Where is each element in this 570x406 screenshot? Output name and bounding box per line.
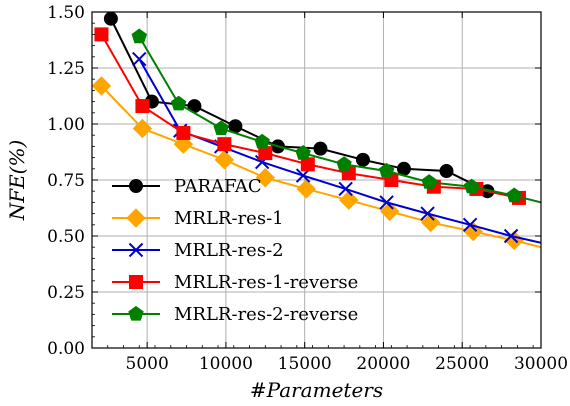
data-point — [103, 12, 118, 26]
legend-item: MRLR-res-1-reverse — [112, 272, 358, 293]
data-point — [463, 178, 480, 194]
legend-label: MRLR-res-1 — [174, 208, 284, 229]
data-point — [132, 51, 147, 67]
data-point — [132, 118, 153, 139]
series-mrlr-res-2-reverse — [131, 28, 541, 204]
data-point — [295, 145, 311, 160]
y-tick-label: 0.50 — [47, 227, 85, 247]
data-point — [338, 181, 353, 197]
data-point — [503, 228, 519, 244]
x-tick-label: 20000 — [356, 354, 410, 374]
series-mrlr-res-2 — [132, 51, 541, 244]
legend-label: MRLR-res-2 — [174, 240, 284, 261]
x-tick-label: 25000 — [435, 354, 489, 374]
y-axis-label: NFE(%) — [5, 140, 29, 222]
legend-marker — [126, 208, 146, 228]
legend: PARAFAC MRLR-res-1 MRLR-res-2 MRLR-res-1-re… — [112, 176, 358, 325]
x-tick-label: 10000 — [199, 354, 253, 374]
legend-label: MRLR-res-1-reverse — [174, 272, 358, 293]
data-point — [92, 76, 112, 96]
x-tick-label: 30000 — [514, 354, 568, 374]
data-point — [214, 150, 235, 170]
data-point — [135, 99, 150, 114]
series-line — [110, 18, 488, 193]
data-point — [258, 146, 273, 161]
y-tick-label: 0.75 — [47, 171, 85, 191]
data-point — [176, 125, 191, 140]
legend-item: PARAFAC — [112, 176, 262, 197]
data-point — [379, 195, 394, 210]
data-point — [378, 162, 395, 178]
data-point — [300, 157, 315, 172]
data-point — [421, 212, 441, 233]
legend-item: MRLR-res-1 — [112, 208, 284, 229]
x-tick-label: 5000 — [126, 354, 169, 374]
data-point — [396, 161, 411, 176]
data-point — [506, 187, 522, 203]
data-point — [355, 152, 370, 167]
data-point — [421, 174, 437, 189]
data-point — [94, 27, 109, 42]
data-point — [296, 179, 316, 199]
legend-marker — [128, 242, 144, 258]
series-parafac — [103, 12, 495, 199]
data-point — [380, 201, 400, 222]
legend-marker — [129, 275, 143, 289]
legend-item: MRLR-res-2 — [112, 240, 284, 261]
y-tick-label: 1.50 — [47, 3, 85, 23]
data-point — [462, 217, 478, 233]
series-layer — [92, 12, 541, 251]
legend-label: PARAFAC — [174, 176, 262, 197]
data-point — [420, 206, 435, 221]
y-tick-label: 0.25 — [47, 283, 85, 303]
series-mrlr-res-1 — [92, 76, 541, 251]
legend-marker — [129, 179, 143, 193]
data-point — [170, 95, 187, 111]
series-line — [100, 33, 520, 199]
y-tick-label: 1.00 — [47, 115, 85, 135]
data-point — [254, 133, 270, 149]
data-point — [131, 28, 147, 44]
data-point — [439, 164, 454, 179]
legend-marker — [128, 305, 144, 321]
data-point — [336, 156, 352, 171]
ticks: 5000 10000 15000 20000 25000 30000 0.00 0.25 0.5… — [47, 3, 568, 374]
y-tick-label: 0.00 — [47, 339, 85, 359]
data-point — [217, 137, 232, 152]
data-point — [313, 141, 328, 156]
x-axis-label: #Parameters — [250, 378, 383, 402]
legend-item: MRLR-res-2-reverse — [112, 304, 358, 325]
y-tick-label: 1.25 — [47, 59, 85, 79]
data-point — [213, 120, 229, 136]
legend-label: MRLR-res-2-reverse — [174, 304, 358, 325]
data-point — [255, 168, 276, 188]
data-point — [339, 190, 359, 210]
x-tick-label: 15000 — [278, 354, 332, 374]
